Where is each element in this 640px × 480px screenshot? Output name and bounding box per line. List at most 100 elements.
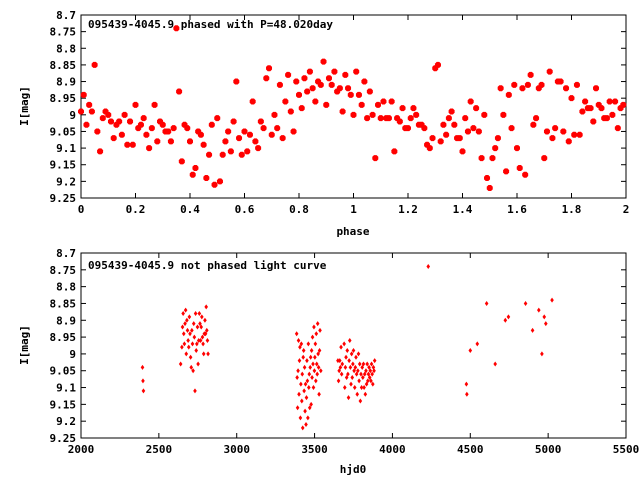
- data-point: [196, 337, 201, 343]
- data-point: [252, 138, 259, 145]
- data-point: [238, 151, 245, 158]
- data-point: [268, 131, 275, 138]
- plot-frame: [80, 252, 627, 439]
- data-point: [348, 364, 353, 370]
- data-point: [80, 91, 87, 98]
- data-point: [143, 131, 150, 138]
- data-point: [380, 98, 387, 105]
- data-point: [290, 128, 297, 135]
- data-point: [388, 98, 395, 105]
- data-point: [339, 108, 346, 115]
- data-point: [576, 131, 583, 138]
- data-point: [230, 118, 237, 125]
- data-point: [189, 364, 194, 370]
- data-point: [489, 155, 496, 162]
- data-point: [140, 364, 145, 370]
- data-point: [304, 395, 309, 401]
- y-tick-label: 8.8: [56, 42, 76, 55]
- data-point: [298, 105, 305, 112]
- data-point: [260, 125, 267, 132]
- data-point: [612, 98, 619, 105]
- data-point: [317, 81, 324, 88]
- data-point: [351, 348, 356, 354]
- data-point: [368, 368, 373, 374]
- x-axis-ticks: 2000 2500 3000 3500 4000 4500 5000 5500: [68, 253, 639, 456]
- data-point: [314, 331, 319, 337]
- data-point: [181, 331, 186, 337]
- data-point: [309, 85, 316, 92]
- data-point: [178, 361, 183, 367]
- data-point: [503, 317, 508, 323]
- data-point: [364, 115, 371, 122]
- y-tick-label: 8.7: [56, 247, 76, 260]
- data-point: [195, 324, 200, 330]
- data-point: [173, 25, 180, 32]
- data-point: [294, 331, 299, 337]
- y-tick-label: 9.15: [50, 159, 77, 172]
- data-point: [359, 371, 363, 377]
- data-point: [349, 351, 354, 357]
- data-point: [357, 378, 361, 384]
- data-point: [274, 125, 281, 132]
- data-point: [316, 364, 321, 370]
- data-point: [593, 85, 600, 92]
- data-point: [199, 324, 204, 330]
- data-point: [573, 81, 580, 88]
- data-point: [214, 115, 221, 122]
- x-tick-label: 5000: [535, 443, 562, 456]
- data-point: [361, 361, 366, 367]
- data-point: [542, 314, 547, 320]
- data-point: [369, 361, 374, 367]
- data-point: [180, 324, 185, 330]
- data-point: [366, 371, 371, 377]
- x-tick-label: 3500: [301, 443, 328, 456]
- data-point: [194, 348, 199, 354]
- data-point: [132, 101, 139, 108]
- data-point: [328, 81, 335, 88]
- data-point: [320, 58, 327, 65]
- data-point: [146, 145, 153, 152]
- data-point: [361, 78, 368, 85]
- data-point: [343, 364, 348, 370]
- data-point: [323, 101, 330, 108]
- data-point: [533, 115, 540, 122]
- data-point: [399, 105, 406, 112]
- data-point: [196, 361, 200, 367]
- y-tick-label: 9.05: [50, 365, 77, 378]
- y-tick-label: 8.95: [50, 331, 77, 344]
- phased-light-curve-panel: 0 0.2 0.4 0.6 0.8 1 1.2 1.4 1.6 1.8 2 8.78.758.88.…: [18, 9, 629, 238]
- data-point: [203, 331, 208, 337]
- x-tick-label: 0.2: [126, 203, 146, 216]
- y-tick-label: 9.15: [50, 398, 77, 411]
- data-point: [527, 71, 534, 78]
- data-point: [354, 354, 358, 360]
- y-tick-label: 8.9: [56, 76, 76, 89]
- data-point: [315, 321, 320, 327]
- data-point: [299, 381, 303, 387]
- data-points: [140, 263, 554, 431]
- data-point: [459, 148, 466, 155]
- data-point: [347, 337, 352, 343]
- data-point: [141, 388, 146, 394]
- data-point: [165, 128, 172, 135]
- data-point: [185, 317, 189, 323]
- data-point: [190, 327, 194, 333]
- data-point: [211, 181, 218, 188]
- data-point: [524, 81, 531, 88]
- y-tick-label: 9: [69, 348, 76, 361]
- data-point: [552, 125, 559, 132]
- data-point: [356, 368, 360, 374]
- data-point: [312, 324, 316, 330]
- data-point: [396, 118, 403, 125]
- data-point: [200, 141, 207, 148]
- data-point: [405, 125, 411, 132]
- data-point: [352, 368, 356, 374]
- data-point: [308, 354, 313, 360]
- data-point: [198, 321, 202, 327]
- data-point: [116, 118, 123, 125]
- data-point: [550, 297, 554, 303]
- data-point: [83, 121, 90, 128]
- x-axis-label: phase: [336, 225, 369, 238]
- y-tick-label: 8.85: [50, 59, 77, 72]
- data-point: [347, 91, 354, 98]
